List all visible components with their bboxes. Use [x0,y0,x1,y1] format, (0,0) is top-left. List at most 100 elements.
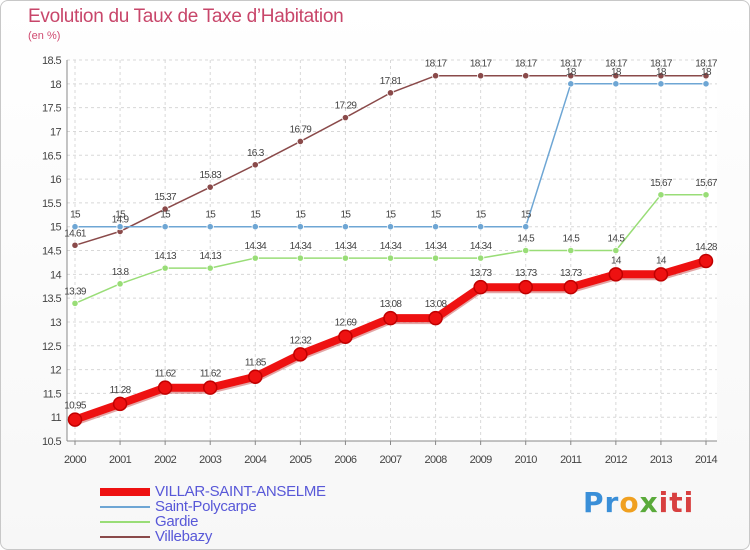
data-label: 17.29 [335,101,358,112]
data-label: 15 [341,210,352,221]
data-point [567,246,575,255]
data-label: 15 [386,210,397,221]
data-point [338,329,353,344]
data-label: 15 [431,210,442,221]
data-point [698,253,714,269]
y-tick-label: 10.5 [42,436,61,448]
data-point [341,254,350,262]
y-tick-label: 17.5 [42,103,61,115]
data-label: 15 [70,210,81,221]
logo-part: x [639,486,659,519]
y-tick-label: 16 [50,174,62,186]
data-label: 18 [701,67,712,78]
data-point [383,310,398,326]
data-point [296,254,304,262]
y-tick-label: 13 [50,317,62,329]
data-point [431,254,440,262]
data-point [341,223,350,231]
data-point [612,72,620,80]
data-point [248,369,263,384]
legend-item-gardie: Gardie [100,513,360,530]
legend-label: Gardie [155,513,199,530]
data-label: 15.37 [154,192,177,203]
data-point [116,280,124,288]
data-label: 15.67 [695,178,718,189]
data-label: 14.13 [154,251,177,262]
x-tick-label: 2007 [379,454,402,466]
data-label: 12.32 [290,335,313,346]
data-label: 18.17 [425,59,448,70]
data-label: 11.62 [155,369,177,380]
data-label: 18.17 [605,59,628,70]
y-tick-label: 15.5 [42,198,61,210]
chart-title: Evolution du Taux de Taxe d’Habitation [28,6,344,27]
x-tick-label: 2009 [470,454,493,466]
data-label: 14 [611,255,622,266]
x-tick-label: 2012 [605,454,628,466]
x-tick-label: 2004 [244,454,267,466]
proxiti-logo: Proxiti [583,486,694,519]
data-label: 15 [295,210,306,221]
data-point [473,279,488,295]
data-point [71,299,79,307]
x-tick-label: 2010 [515,454,538,466]
data-label: 13.08 [380,299,403,310]
data-point [431,223,440,231]
data-point [202,380,218,395]
data-label: 11.85 [245,358,267,369]
data-label: 14.9 [112,214,130,225]
data-label: 15.83 [199,170,222,181]
legend-swatch-villebazy [100,536,150,538]
data-point [653,267,669,282]
data-point [296,223,304,231]
data-point [71,223,79,231]
data-label: 18 [611,67,622,78]
data-label: 15 [476,210,487,221]
data-label: 18.17 [515,59,538,70]
x-tick-label: 2000 [64,454,87,466]
data-label: 14.34 [380,241,403,252]
data-point [431,72,440,80]
data-point [67,412,83,427]
data-label: 14.28 [695,242,718,253]
data-label: 14.34 [245,241,268,252]
data-label: 14.34 [290,241,313,252]
legend-item-saint-polycarpe: Saint-Polycarpe [100,498,360,515]
y-tick-label: 18 [50,79,62,91]
data-label: 14.34 [425,241,448,252]
data-label: 15 [521,210,532,221]
legend-swatch-saint-polycarpe [100,506,150,508]
data-point [296,137,304,146]
data-label: 14.34 [335,241,358,252]
x-tick-label: 2006 [334,454,357,466]
data-point [428,310,443,326]
data-point [71,241,79,249]
data-label: 13.73 [470,268,493,279]
data-label: 16.3 [247,148,265,159]
data-label: 14.13 [199,251,222,262]
legend-swatch-gardie [100,521,150,523]
data-point [477,72,485,80]
data-point [608,267,624,282]
data-label: 15 [115,210,126,221]
x-tick-label: 2013 [650,454,673,466]
x-tick-label: 2002 [154,454,177,466]
data-label: 14.5 [517,234,535,245]
y-tick-label: 11.5 [43,388,62,400]
data-label: 15 [250,210,261,221]
data-point [206,223,214,231]
y-tick-label: 17 [50,126,62,138]
legend-label: Saint-Polycarpe [155,498,257,515]
data-point [657,80,665,88]
data-label: 11.28 [110,385,132,396]
data-point [477,254,485,262]
data-point [251,223,259,231]
data-label: 18.17 [650,59,673,70]
data-point [522,72,530,80]
legend-label: VILLAR-SAINT-ANSELME [155,483,326,500]
data-point [477,223,485,231]
data-label: 18.17 [560,59,583,70]
data-point [702,72,710,80]
data-point [612,246,620,255]
